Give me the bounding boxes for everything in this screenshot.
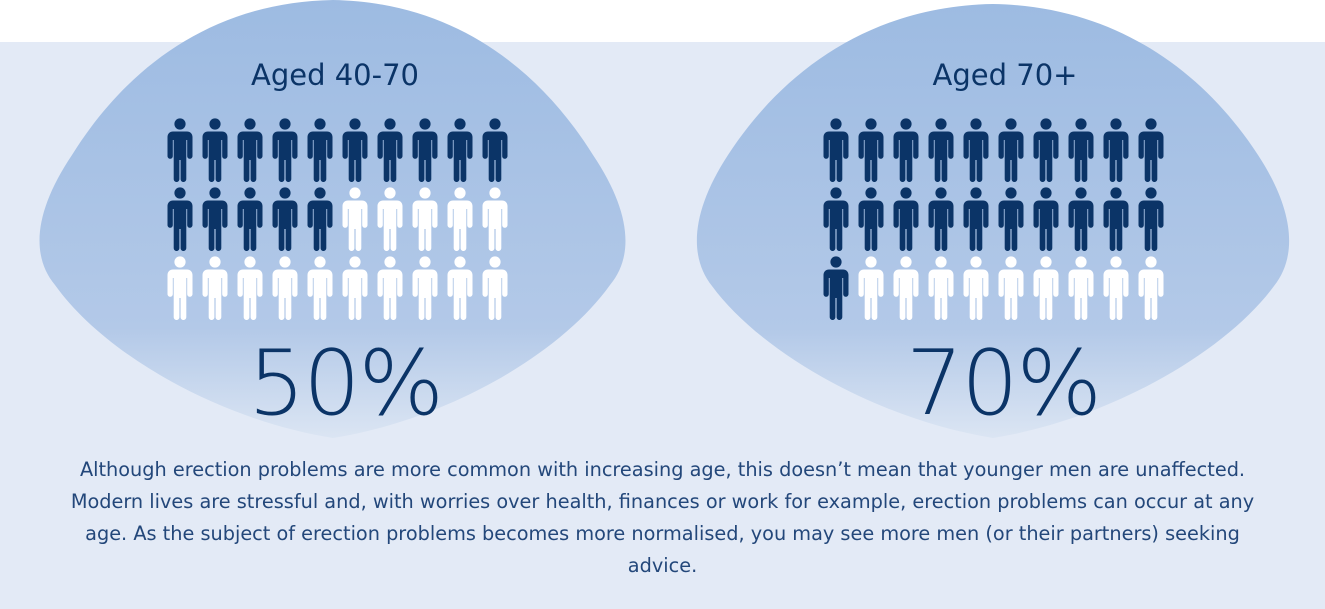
man-figure-icon-affected (167, 187, 193, 251)
man-figure-icon-affected (307, 187, 333, 251)
man-figure-icon-affected (272, 118, 298, 182)
man-figure-icon-affected (1033, 118, 1059, 182)
right-blob (696, 4, 1290, 438)
man-figure-icon-unaffected (1138, 256, 1164, 320)
man-figure-icon-unaffected (412, 256, 438, 320)
man-figure-icon-unaffected (482, 256, 508, 320)
man-figure-icon-unaffected (482, 187, 508, 251)
group-heading-aged-40-70: Aged 40-70 (251, 58, 419, 92)
man-figure-icon-affected (1068, 187, 1094, 251)
man-figure-icon-unaffected (167, 256, 193, 320)
man-figure-icon-affected (893, 118, 919, 182)
man-figure-icon-unaffected (237, 256, 263, 320)
man-figure-icon-affected (412, 118, 438, 182)
man-figure-icon-affected (858, 187, 884, 251)
man-figure-icon-affected (202, 118, 228, 182)
man-figure-icon-affected (1033, 187, 1059, 251)
man-figure-icon-affected (928, 187, 954, 251)
man-figure-icon-unaffected (928, 256, 954, 320)
man-figure-icon-unaffected (858, 256, 884, 320)
man-figure-icon-unaffected (447, 256, 473, 320)
man-figure-icon-affected (823, 118, 849, 182)
caption-text: Although erection problems are more comm… (70, 458, 1255, 577)
man-figure-icon-affected (998, 118, 1024, 182)
man-figure-icon-affected (1103, 187, 1129, 251)
man-figure-icon-unaffected (342, 256, 368, 320)
man-figure-icon-affected (237, 187, 263, 251)
man-figure-icon-affected (377, 118, 403, 182)
man-figure-icon-unaffected (307, 256, 333, 320)
group-heading-aged-70-plus: Aged 70+ (932, 58, 1078, 92)
left-blob (39, 0, 626, 438)
man-figure-icon-unaffected (963, 256, 989, 320)
man-figure-icon-unaffected (998, 256, 1024, 320)
man-figure-icon-unaffected (377, 256, 403, 320)
man-figure-icon-affected (482, 118, 508, 182)
man-figure-icon-unaffected (1068, 256, 1094, 320)
man-figure-icon-unaffected (342, 187, 368, 251)
man-figure-icon-affected (1068, 118, 1094, 182)
man-figure-icon-affected (447, 118, 473, 182)
man-figure-icon-unaffected (1103, 256, 1129, 320)
man-figure-icon-affected (167, 118, 193, 182)
man-figure-icon-unaffected (447, 187, 473, 251)
man-figure-icon-affected (928, 118, 954, 182)
man-figure-icon-affected (342, 118, 368, 182)
man-figure-icon-affected (202, 187, 228, 251)
man-figure-icon-affected (823, 256, 849, 320)
man-figure-icon-unaffected (377, 187, 403, 251)
man-figure-icon-unaffected (202, 256, 228, 320)
man-figure-icon-affected (858, 118, 884, 182)
man-figure-icon-unaffected (893, 256, 919, 320)
man-figure-icon-affected (823, 187, 849, 251)
man-figure-icon-affected (237, 118, 263, 182)
man-figure-icon-affected (307, 118, 333, 182)
man-figure-icon-affected (272, 187, 298, 251)
man-figure-icon-affected (893, 187, 919, 251)
percent-label-aged-40-70: 50% (247, 331, 444, 436)
man-figure-icon-affected (998, 187, 1024, 251)
man-figure-icon-affected (1138, 187, 1164, 251)
percent-label-aged-70-plus: 70% (905, 331, 1102, 436)
man-figure-icon-unaffected (1033, 256, 1059, 320)
man-figure-icon-unaffected (272, 256, 298, 320)
man-figure-icon-affected (1138, 118, 1164, 182)
man-figure-icon-affected (963, 118, 989, 182)
man-figure-icon-affected (1103, 118, 1129, 182)
man-figure-icon-unaffected (412, 187, 438, 251)
man-figure-icon-affected (963, 187, 989, 251)
